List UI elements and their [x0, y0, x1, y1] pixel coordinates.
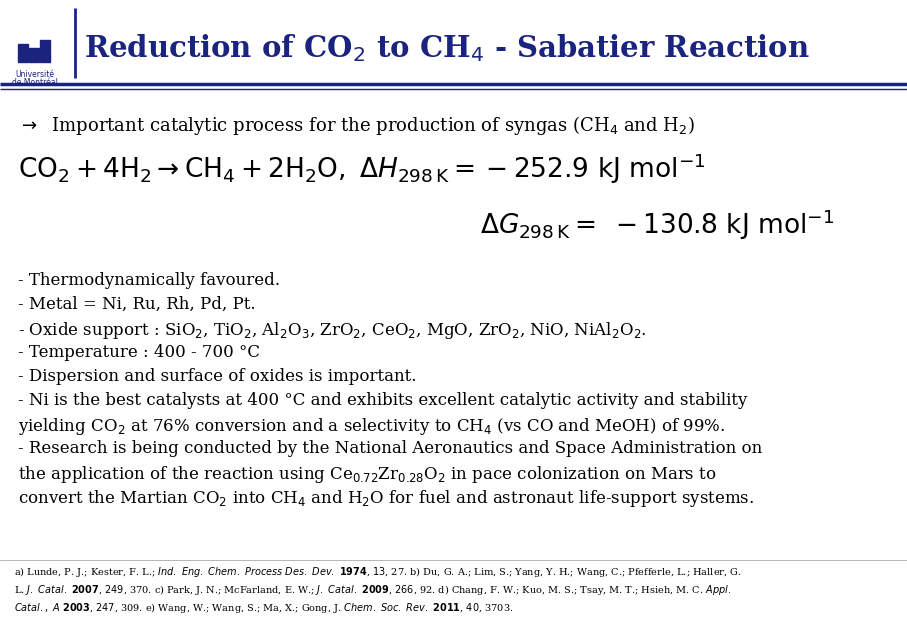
Text: convert the Martian CO$_2$ into CH$_4$ and H$_2$O for fuel and astronaut life-su: convert the Martian CO$_2$ into CH$_4$ a…	[18, 488, 754, 509]
Text: - Ni is the best catalysts at 400 °C and exhibits excellent catalytic activity a: - Ni is the best catalysts at 400 °C and…	[18, 392, 747, 409]
Bar	[18, 44, 28, 62]
Text: a) Lunde, P. J.; Kester, F. L.; $\mathit{Ind.\ Eng.\ Chem.\ Process\ Des.\ Dev.}: a) Lunde, P. J.; Kester, F. L.; $\mathit…	[14, 565, 742, 579]
Text: the application of the reaction using Ce$_{0.72}$Zr$_{0.28}$O$_2$ in pace coloni: the application of the reaction using Ce…	[18, 464, 717, 485]
Text: yielding CO$_2$ at 76% conversion and a selectivity to CH$_4$ (vs CO and MeOH) o: yielding CO$_2$ at 76% conversion and a …	[18, 416, 726, 437]
Text: $\mathrm{CO_2 + 4H_2 \rightarrow CH_4 + 2H_2O,}$$\ \Delta \mathit{H}_{\mathrm{29: $\mathrm{CO_2 + 4H_2 \rightarrow CH_4 + …	[18, 152, 706, 186]
Text: $\mathit{Catal.,\ A}$ $\mathbf{2003}$, $\mathit{247}$, 309. e) Wang, W.; Wang, S: $\mathit{Catal.,\ A}$ $\mathbf{2003}$, $…	[14, 601, 513, 615]
Text: Reduction of CO$_2$ to CH$_4$ - Sabatier Reaction: Reduction of CO$_2$ to CH$_4$ - Sabatier…	[84, 32, 810, 64]
Text: de Montréal: de Montréal	[12, 78, 58, 87]
Text: - Dispersion and surface of oxides is important.: - Dispersion and surface of oxides is im…	[18, 368, 416, 385]
Text: - Temperature : 400 - 700 °C: - Temperature : 400 - 700 °C	[18, 344, 260, 361]
Text: Université: Université	[15, 70, 54, 79]
Text: - Thermodynamically favoured.: - Thermodynamically favoured.	[18, 272, 280, 289]
Bar	[40, 40, 50, 62]
Bar	[29, 48, 39, 62]
Text: - Research is being conducted by the National Aeronautics and Space Administrati: - Research is being conducted by the Nat…	[18, 440, 762, 457]
Text: L. $\mathit{J.\ Catal.}$ $\mathbf{2007}$, $\mathit{249}$, 370. c) Park, J. N.; M: L. $\mathit{J.\ Catal.}$ $\mathbf{2007}$…	[14, 583, 731, 597]
Text: $\rightarrow$  Important catalytic process for the production of syngas (CH$_4$ : $\rightarrow$ Important catalytic proces…	[18, 114, 695, 137]
Text: $\Delta \mathit{G}_{\mathrm{298\,K}} = \ -130.8\ \mathrm{kJ\ mol^{-1}}$: $\Delta \mathit{G}_{\mathrm{298\,K}} = \…	[480, 208, 834, 242]
Text: - Oxide support : SiO$_2$, TiO$_2$, Al$_2$O$_3$, ZrO$_2$, CeO$_2$, MgO, ZrO$_2$,: - Oxide support : SiO$_2$, TiO$_2$, Al$_…	[18, 320, 647, 341]
Text: - Metal = Ni, Ru, Rh, Pd, Pt.: - Metal = Ni, Ru, Rh, Pd, Pt.	[18, 296, 256, 313]
